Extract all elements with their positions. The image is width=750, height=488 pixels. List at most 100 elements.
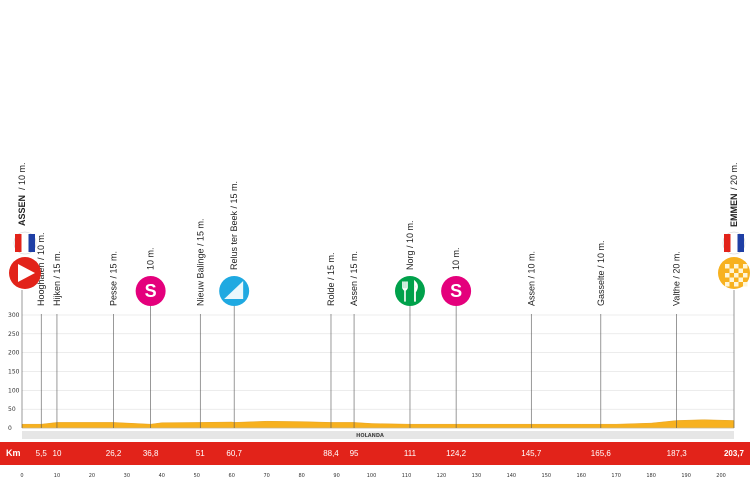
x-axis: 0 10 20 30 40 50 60 70 80 90 100 110 120 130 140 150 160… — [20, 473, 725, 479]
y-tick-label: 150 — [8, 369, 20, 376]
finish-km: 203,7 — [724, 449, 745, 458]
x-tick-label: 30 — [124, 473, 130, 479]
point-label: Hooghalen / 10 m. — [36, 232, 46, 306]
route-points: Hooghalen / 10 m. 5,5 Hijken / 15 m. 10 Pess… — [36, 181, 688, 458]
finish-checkered-icon — [718, 257, 750, 289]
point-km: 88,4 — [323, 449, 339, 458]
x-tick-label: 190 — [681, 473, 691, 479]
checker-square — [729, 277, 734, 282]
point-km: 124,2 — [446, 449, 467, 458]
point-km: 95 — [350, 449, 359, 458]
x-tick-label: 40 — [159, 473, 165, 479]
x-tick-label: 20 — [89, 473, 95, 479]
start-name: ASSEN — [17, 195, 27, 226]
point-km: 187,3 — [667, 449, 688, 458]
point-km: 26,2 — [106, 449, 122, 458]
km-bar: Km — [0, 442, 750, 465]
x-tick-label: 60 — [229, 473, 235, 479]
x-tick-label: 100 — [367, 473, 377, 479]
country-band-bg — [22, 431, 734, 439]
km-header: Km — [6, 448, 21, 458]
km-bar-bg — [0, 442, 750, 465]
point-label: Assen / 10 m. — [526, 251, 536, 306]
sprint-icon-text: S — [145, 281, 157, 301]
flag-blue — [28, 234, 35, 252]
finish-flag-icon — [722, 231, 746, 255]
x-tick-label: 90 — [333, 473, 339, 479]
y-tick-label: 100 — [8, 387, 20, 394]
x-tick-label: 110 — [402, 473, 412, 479]
point-km: 111 — [404, 449, 417, 458]
point-km: 165,6 — [591, 449, 612, 458]
flag-blue — [737, 234, 744, 252]
sprint-icon — [135, 276, 166, 306]
y-tick-label: 200 — [8, 350, 20, 357]
start-finish-markers: ASSEN / 10 m. EMMEN / 20 m. 203,7 — [9, 162, 750, 458]
x-tick-label: 70 — [263, 473, 269, 479]
point-label: Norg / 10 m. — [405, 220, 415, 270]
checker-square — [725, 273, 730, 278]
x-tick-label: 0 — [20, 473, 23, 479]
y-tick-label: 50 — [8, 406, 16, 413]
checker-square — [738, 277, 743, 282]
point-km: 51 — [196, 449, 205, 458]
point-label: Hijken / 15 m. — [52, 251, 62, 306]
x-tick-label: 130 — [472, 473, 482, 479]
checker-square — [743, 282, 748, 287]
checker-square — [725, 282, 730, 287]
x-tick-label: 120 — [437, 473, 447, 479]
point-label: Assen / 15 m. — [349, 251, 359, 306]
x-tick-label: 140 — [507, 473, 517, 479]
point-label: Nieuw Balinge / 15 m. — [195, 218, 205, 306]
point-label: Gasselte / 10 m. — [596, 240, 606, 306]
country-label: HOLANDA — [356, 433, 384, 439]
point-label: Pesse / 15 m. — [109, 251, 119, 306]
x-tick-label: 200 — [716, 473, 726, 479]
start-altitude: / 10 m. — [17, 162, 27, 190]
play-icon — [18, 264, 35, 282]
x-tick-label: 80 — [298, 473, 304, 479]
x-tick-label: 150 — [542, 473, 552, 479]
point-km: 60,7 — [226, 449, 242, 458]
y-axis: 0 50 100 150 200 250 300 — [8, 312, 20, 432]
x-tick-label: 50 — [194, 473, 200, 479]
checker-square — [738, 268, 743, 273]
checker-square — [743, 273, 748, 278]
sprint-icon-text: S — [450, 281, 462, 301]
y-tick-label: 250 — [8, 331, 20, 338]
flag-red — [724, 234, 731, 252]
x-tick-label: 180 — [646, 473, 656, 479]
y-tick-label: 0 — [8, 425, 12, 432]
feed-icon — [394, 276, 425, 306]
knife-icon — [414, 279, 418, 302]
flag-red — [15, 234, 22, 252]
climb-icon-mountain — [224, 281, 244, 299]
x-tick-label: 170 — [611, 473, 621, 479]
country-band: HOLANDA — [22, 431, 734, 439]
y-tick-label: 300 — [8, 312, 20, 319]
point-label: Valthe / 20 m. — [672, 251, 682, 306]
x-tick-label: 160 — [576, 473, 586, 479]
grid-lines — [22, 314, 734, 429]
point-label: Relus ter Beek / 15 m. — [229, 181, 239, 270]
finish-altitude: / 20 m. — [729, 162, 739, 190]
checker-square — [725, 264, 730, 269]
profile-area — [21, 419, 735, 429]
point-label: Rolde / 15 m. — [326, 252, 336, 306]
elevation-area — [21, 419, 735, 429]
point-km: 36,8 — [143, 449, 159, 458]
point-label: 10 m. — [146, 247, 156, 270]
checker-square — [734, 264, 739, 269]
checker-square — [743, 264, 748, 269]
start-flag-icon — [13, 231, 37, 255]
point-label: 10 m. — [451, 247, 461, 270]
checker-square — [729, 268, 734, 273]
sprint-icon — [441, 276, 472, 306]
x-tick-label: 10 — [54, 473, 60, 479]
checker-square — [734, 273, 739, 278]
finish-name: EMMEN — [729, 194, 739, 228]
point-km: 145,7 — [521, 449, 542, 458]
point-km: 5,5 — [36, 449, 48, 458]
checker-square — [734, 282, 739, 287]
